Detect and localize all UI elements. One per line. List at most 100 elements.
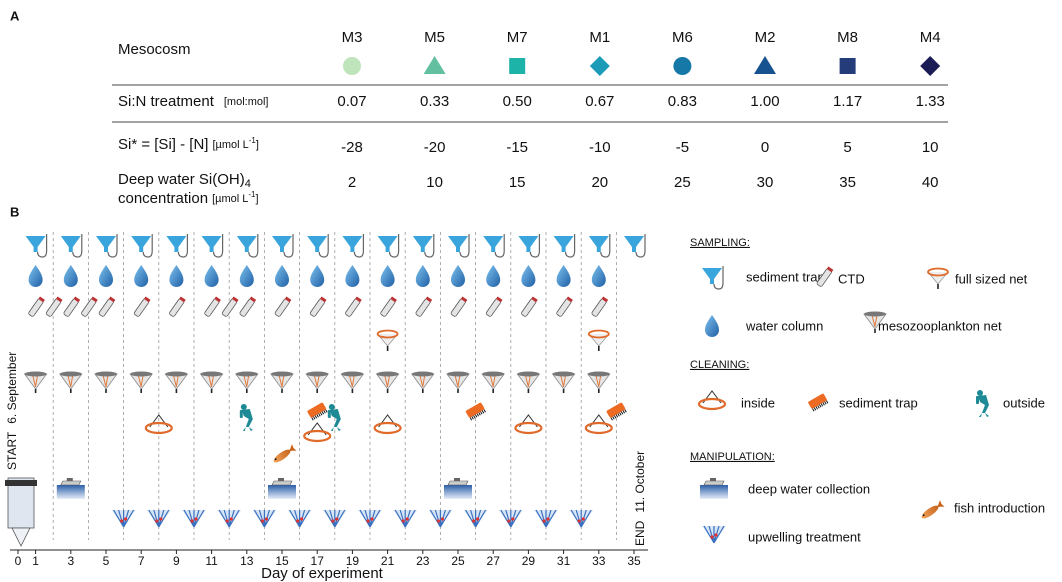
event-mesozooplankton-net [236,372,258,394]
event-sediment-trap [624,234,645,257]
event-ctd [81,296,98,317]
event-clean-inside [586,415,612,433]
event-ctd [239,296,256,317]
table-value: 0.83 [668,93,697,110]
timeline [25,232,645,540]
event-ctd [274,296,291,317]
x-tick-label: 19 [346,554,360,568]
label: concentration [118,190,208,207]
legend-text: fish introduction [954,500,1045,515]
event-water-column [451,265,465,287]
x-tick-label: 9 [173,554,180,568]
mesocosm-symbol [754,56,776,74]
event-clean-outside [240,404,253,431]
table-value: 1.00 [750,93,779,110]
event-upwelling-treatment [112,510,136,527]
unit: [µmol L [212,139,248,151]
x-tick-label: 25 [451,554,465,568]
event-upwelling-treatment [147,510,171,527]
table-value: 40 [922,174,939,191]
row-label: Si* = [Si] - [N][µmol L-1] [118,136,259,153]
event-upwelling-treatment [393,510,417,527]
event-mesozooplankton-net [165,372,187,394]
unit: ] [256,139,259,151]
event-mesozooplankton-net [341,372,363,394]
event-deep-water-collection [57,478,85,499]
legend-text: water column [745,318,823,333]
mesocosm-symbol [424,56,446,74]
end-date: 11. October [633,451,647,513]
event-sediment-trap [26,234,47,257]
table-value: -15 [506,139,528,156]
event-ctd [204,296,221,317]
event-mesozooplankton-net [482,372,504,394]
label: Si* = [Si] - [N] [118,136,208,153]
table-value: 2 [348,174,356,191]
mesocosm-symbol [840,58,856,74]
event-sediment-trap [237,234,258,257]
event-sediment-trap [61,234,82,257]
event-upwelling-treatment [464,510,488,527]
legend-icon [808,393,829,412]
event-mesozooplankton-net [306,372,328,394]
legend-text: CTD [838,271,865,286]
event-water-column [521,265,535,287]
legend-section: MANIPULATION: [690,451,775,463]
event-sediment-trap [342,234,363,257]
event-water-column [310,265,324,287]
table-value: -10 [589,139,611,156]
event-water-column [592,265,606,287]
start: START [5,431,19,470]
event-upwelling-treatment [499,510,523,527]
event-mesozooplankton-net [447,372,469,394]
event-mesozooplankton-net [553,372,575,394]
legend-text: full sized net [955,271,1028,286]
x-tick-label: 3 [67,554,74,568]
table-value: 5 [843,139,851,156]
event-ctd [310,296,327,317]
event-fish-introduction [272,444,297,465]
event-upwelling-treatment [569,510,593,527]
event-clean-inside [515,415,541,433]
legend-text: deep water collection [748,481,870,496]
legend-text: sediment trap [839,395,918,410]
event-sediment-trap [554,234,575,257]
table-value: -5 [676,139,689,156]
event-ctd [521,296,538,317]
x-tick-label: 11 [205,554,218,568]
legend-icon [699,391,725,409]
event-water-column [416,265,430,287]
event-water-column [29,265,43,287]
legend-text: inside [741,395,775,410]
x-tick-label: 7 [138,554,145,568]
event-water-column [275,265,289,287]
event-ctd [486,296,503,317]
mesocosm-name: M3 [342,29,363,46]
mesocosm-name: M7 [507,29,528,46]
event-mesozooplankton-net [95,372,117,394]
mesocosm-name: M4 [920,29,941,46]
event-sediment-trap [483,234,504,257]
event-water-column [169,265,183,287]
x-tick-label: 13 [240,554,254,568]
x-tick-label: 31 [557,554,571,568]
event-sediment-trap [307,234,328,257]
legend-icon [702,526,726,543]
unit: [µmol L [212,193,248,205]
legend-text: mesozooplankton net [878,318,1002,333]
event-ctd [556,296,573,317]
event-ctd [169,296,186,317]
event-mesozooplankton-net [25,372,47,394]
mesocosm-symbol [509,58,525,74]
legend-icon [700,478,728,499]
legend-icon [920,500,945,521]
event-upwelling-treatment [428,510,452,527]
start-equipment [5,478,37,546]
event-sediment-trap [413,234,434,257]
event-upwelling-treatment [288,510,312,527]
table-value: -20 [424,139,446,156]
table-value: 0.50 [503,93,532,110]
event-ctd [380,296,397,317]
event-mesozooplankton-net [60,372,82,394]
x-tick-label: 15 [275,554,289,568]
